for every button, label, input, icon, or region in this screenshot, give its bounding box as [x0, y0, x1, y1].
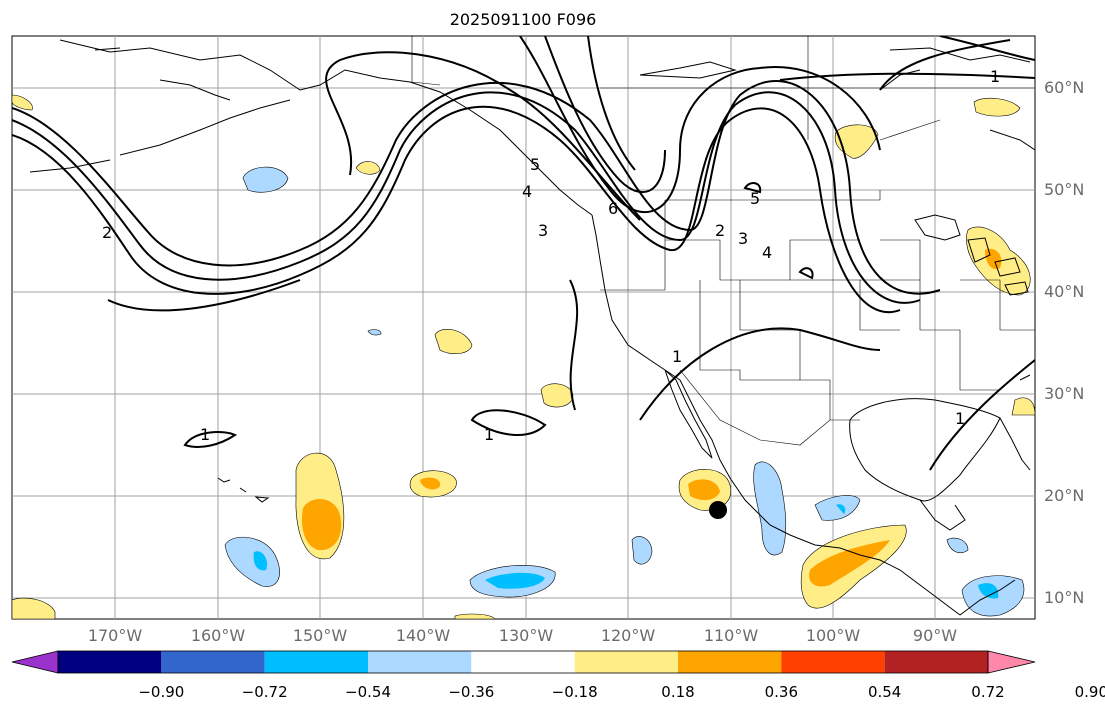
- colorbar-segment: [161, 651, 265, 673]
- colorbar-tick-label: 0.18: [661, 683, 695, 701]
- lon-label: 120°W: [600, 626, 656, 645]
- colorbar: [11, 650, 1036, 674]
- lon-label: 150°W: [292, 626, 348, 645]
- lon-label: 160°W: [190, 626, 246, 645]
- lat-label: 50°N: [1044, 180, 1085, 199]
- lon-label: 130°W: [498, 626, 554, 645]
- lat-label: 20°N: [1044, 486, 1085, 505]
- colorbar-outline: [57, 650, 989, 674]
- contour-label: 5: [750, 189, 760, 208]
- colorbar-segment: [264, 651, 368, 673]
- graticule: [12, 36, 1035, 619]
- colorbar-segment: [58, 651, 162, 673]
- colorbar-tick-label: 0.72: [971, 683, 1005, 701]
- lat-label: 60°N: [1044, 78, 1085, 97]
- lon-label: 170°W: [87, 626, 143, 645]
- colorbar-extend-max: [987, 650, 1036, 674]
- colorbar-tick-label: −0.72: [241, 683, 288, 701]
- contour-label: 1: [200, 425, 210, 444]
- contour-label: 1: [955, 409, 965, 428]
- colorbar-tick-label: −0.54: [345, 683, 391, 701]
- contour-lines: [12, 36, 1035, 471]
- colorbar-segment: [574, 651, 678, 673]
- lat-label: 30°N: [1044, 384, 1085, 403]
- contour-labels: 1 2 3 4 5 6 1 2 3 4 5 1 1 1: [102, 67, 1000, 444]
- contour-label: 1: [672, 347, 682, 366]
- contour-label: 3: [538, 221, 548, 240]
- contour-label: 6: [608, 199, 618, 218]
- contour-label: 4: [522, 182, 532, 201]
- contour-label: 5: [530, 155, 540, 174]
- colorbar-segment: [781, 651, 885, 673]
- colorbar-tick-label: −0.18: [551, 683, 598, 701]
- colorbar-tick-label: −0.36: [448, 683, 495, 701]
- coastlines: [29, 39, 1035, 616]
- contour-label: 4: [762, 243, 772, 262]
- lon-label: 90°W: [912, 626, 958, 645]
- map-title: 2025091100 F096: [449, 10, 597, 29]
- contour-label: 3: [738, 229, 748, 248]
- lon-label: 100°W: [805, 626, 861, 645]
- anomaly-shading: [12, 94, 1035, 619]
- contour-label: 2: [102, 223, 112, 242]
- lon-label: 110°W: [703, 626, 759, 645]
- colorbar-segment: [678, 651, 782, 673]
- lon-label: 140°W: [395, 626, 451, 645]
- storm-position-marker: [709, 501, 727, 519]
- colorbar-tick-label: 0.90: [1074, 683, 1105, 701]
- colorbar-tick-label: 0.54: [867, 683, 902, 701]
- contour-label: 1: [484, 425, 494, 444]
- colorbar-tick-label: −0.90: [138, 683, 185, 701]
- colorbar-segment: [471, 651, 575, 673]
- political-borders: [411, 36, 1035, 446]
- colorbar-segment: [884, 651, 988, 673]
- lat-label: 40°N: [1044, 282, 1085, 301]
- contour-label: 1: [990, 67, 1000, 86]
- colorbar-segment: [368, 651, 472, 673]
- contour-label: 2: [715, 221, 725, 240]
- lat-label: 10°N: [1044, 588, 1085, 607]
- colorbar-tick-label: 0.36: [764, 683, 799, 701]
- colorbar-extend-min: [11, 650, 59, 674]
